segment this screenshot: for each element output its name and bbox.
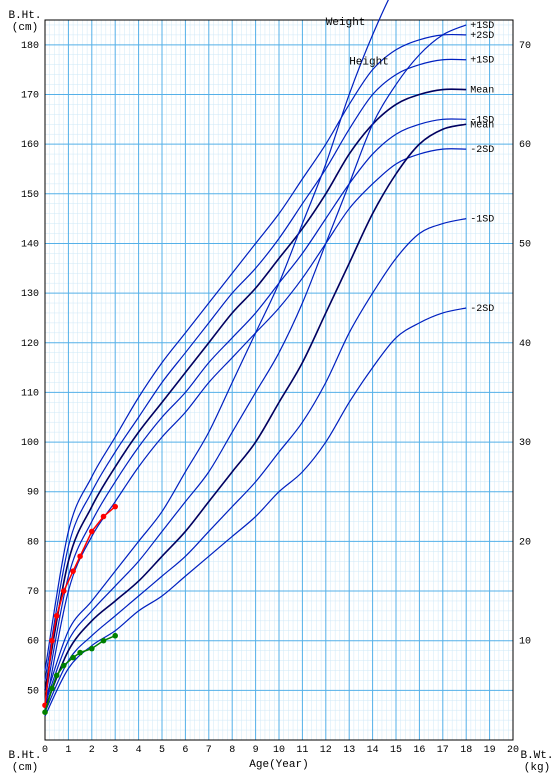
left-tick-label: 70 [27, 587, 39, 598]
right-tick-label: 60 [519, 140, 531, 151]
left-tick-label: 80 [27, 537, 39, 548]
height-data-point [61, 588, 67, 594]
weight-data-point [101, 638, 107, 644]
height-sd-label: +1SD [470, 56, 494, 67]
right-tick-label: 20 [519, 537, 531, 548]
weight-sd-label: Mean [470, 120, 494, 131]
x-tick-label: 5 [159, 745, 165, 756]
height-data-point [77, 553, 83, 559]
x-tick-label: 3 [112, 745, 118, 756]
right-axis-title-bottom: B.Wt. [520, 750, 553, 762]
left-tick-label: 110 [21, 388, 39, 399]
x-tick-label: 17 [437, 745, 449, 756]
weight-sd-label: +1SD [470, 21, 494, 32]
left-axis-title-bottom: (cm) [12, 762, 38, 774]
x-tick-label: 15 [390, 745, 402, 756]
right-tick-label: 30 [519, 438, 531, 449]
right-tick-label: 50 [519, 239, 531, 250]
height-data-point [70, 568, 76, 574]
left-tick-label: 130 [21, 289, 39, 300]
right-tick-label: 10 [519, 637, 531, 648]
x-tick-label: 18 [460, 745, 472, 756]
weight-data-point [42, 709, 48, 715]
left-tick-label: 160 [21, 140, 39, 151]
height-group-label: Height [349, 57, 389, 69]
x-tick-label: 7 [206, 745, 212, 756]
x-tick-label: 0 [42, 745, 48, 756]
weight-sd-label: -1SD [470, 215, 494, 226]
x-tick-label: 11 [296, 745, 308, 756]
left-tick-label: 90 [27, 488, 39, 499]
x-tick-label: 8 [229, 745, 235, 756]
weight-sd-label: -2SD [470, 304, 494, 315]
left-axis-title-top: (cm) [12, 22, 38, 34]
height-data-point [101, 514, 107, 520]
height-data-point [54, 613, 60, 619]
left-tick-label: 100 [21, 438, 39, 449]
x-tick-label: 12 [320, 745, 332, 756]
x-tick-label: 9 [253, 745, 259, 756]
weight-data-point [49, 686, 55, 692]
height-data-point [112, 504, 118, 510]
weight-data-point [70, 655, 76, 661]
x-tick-label: 16 [413, 745, 425, 756]
weight-data-point [77, 650, 83, 656]
x-tick-label: 20 [507, 745, 519, 756]
height-sd-label: Mean [470, 86, 494, 97]
x-tick-label: 1 [65, 745, 71, 756]
height-data-point [89, 529, 95, 535]
height-sd-label: -2SD [470, 145, 494, 156]
growth-chart: 01234567891011121314151617181920Age(Year… [0, 0, 560, 780]
x-axis-label: Age(Year) [249, 759, 308, 771]
left-tick-label: 120 [21, 339, 39, 350]
x-tick-label: 19 [484, 745, 496, 756]
weight-data-point [54, 673, 60, 679]
weight-group-label: Weight [326, 17, 366, 29]
right-tick-label: 70 [519, 41, 531, 52]
weight-data-point [89, 646, 95, 652]
height-data-point [49, 638, 55, 644]
right-tick-label: 40 [519, 339, 531, 350]
left-tick-label: 50 [27, 686, 39, 697]
left-axis-title-top: B.Ht. [8, 10, 41, 22]
weight-data-point [112, 633, 118, 639]
weight-data-point [61, 663, 67, 669]
x-tick-label: 13 [343, 745, 355, 756]
height-sd-label: +2SD [470, 31, 494, 42]
right-axis-title-bottom: (kg) [524, 762, 550, 774]
left-tick-label: 170 [21, 90, 39, 101]
left-tick-label: 180 [21, 41, 39, 52]
left-axis-title-bottom: B.Ht. [8, 750, 41, 762]
x-tick-label: 14 [367, 745, 379, 756]
x-tick-label: 10 [273, 745, 285, 756]
left-tick-label: 140 [21, 239, 39, 250]
x-tick-label: 2 [89, 745, 95, 756]
x-tick-label: 4 [136, 745, 142, 756]
left-tick-label: 60 [27, 637, 39, 648]
x-tick-label: 6 [182, 745, 188, 756]
left-tick-label: 150 [21, 190, 39, 201]
